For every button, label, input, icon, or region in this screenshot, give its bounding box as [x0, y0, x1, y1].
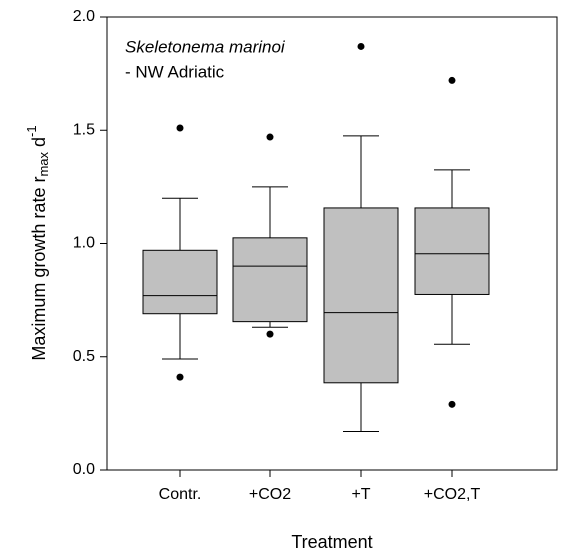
box	[323, 207, 399, 384]
annotation: - NW Adriatic	[125, 62, 225, 81]
y-tick-label: 0.0	[73, 461, 95, 478]
y-tick-label: 2.0	[73, 8, 95, 25]
outlier	[266, 133, 274, 141]
y-tick-label: 1.5	[73, 121, 95, 138]
x-tick-label: +CO2	[249, 486, 291, 503]
x-axis-label: Treatment	[291, 532, 372, 552]
outlier	[266, 330, 274, 338]
box	[414, 207, 490, 295]
outlier	[448, 76, 456, 84]
outlier	[176, 373, 184, 381]
y-axis-label: Maximum growth rate rmax d-1	[24, 125, 51, 360]
y-tick-label: 0.5	[73, 348, 95, 365]
y-label-sup: -1	[24, 125, 39, 137]
y-label-sub: max	[36, 151, 51, 176]
outlier	[176, 124, 184, 132]
box	[232, 237, 308, 323]
outlier	[448, 400, 456, 408]
y-tick-label: 1.0	[73, 235, 95, 252]
y-label-part: d	[29, 137, 49, 152]
outlier	[357, 42, 365, 50]
x-tick-label: Contr.	[159, 486, 202, 503]
box	[142, 249, 218, 315]
x-tick-label: +T	[351, 486, 370, 503]
y-label-part: Maximum growth rate r	[29, 177, 49, 361]
annotation: Skeletonema marinoi	[125, 37, 286, 56]
x-tick-label: +CO2,T	[424, 486, 481, 503]
